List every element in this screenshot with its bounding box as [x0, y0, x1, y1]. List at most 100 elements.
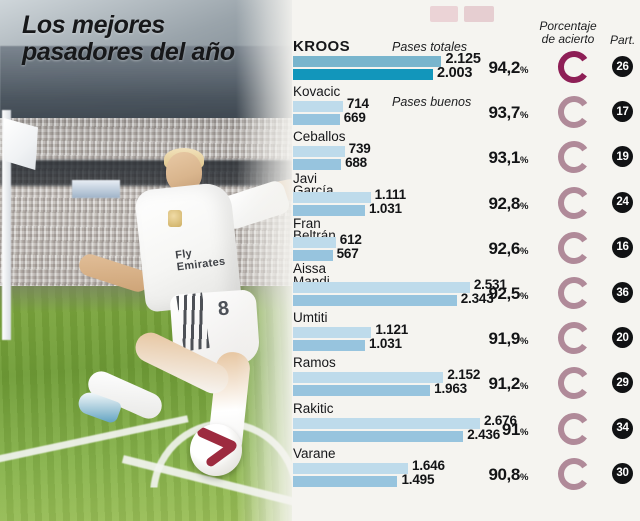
bar-pases-totales — [293, 417, 480, 429]
percent-acierto: 92,5% — [488, 284, 528, 304]
percent-symbol: % — [519, 426, 528, 438]
value-pases-buenos: 1.031 — [369, 336, 402, 352]
chart-row: Aissa Mandi 2.531 2.343 92,5% 36 — [288, 262, 640, 311]
percent-symbol: % — [519, 336, 528, 348]
value-pases-totales: 739 — [348, 141, 371, 157]
percent-acierto: 91,2% — [488, 374, 528, 394]
percent-acierto: 93,7% — [488, 103, 528, 123]
partidos-badge: 26 — [612, 56, 633, 77]
bar-pases-buenos — [293, 340, 366, 352]
percent-symbol: % — [519, 65, 528, 76]
chart-row: Varane 1.646 1.495 90,8% 30 — [288, 447, 640, 492]
percent-value: 94,2 — [488, 58, 520, 77]
percent-acierto: 92,8% — [488, 194, 528, 214]
percent-value: 91,9 — [488, 329, 520, 349]
partidos-badge: 19 — [612, 146, 633, 168]
column-header-part: Part. — [610, 33, 636, 47]
value-pases-totales: 1.646 — [412, 457, 445, 473]
value-pases-buenos: 669 — [343, 110, 366, 126]
player-name: Umtiti — [293, 310, 328, 326]
value-pases-buenos: 567 — [336, 245, 359, 261]
bar-pases-buenos — [293, 430, 464, 442]
donut-accuracy-icon — [556, 139, 592, 175]
photo-scoreboard — [72, 180, 120, 198]
percent-acierto: 92,6% — [488, 239, 528, 259]
player-name: KROOS — [293, 38, 351, 55]
percent-symbol: % — [519, 245, 528, 257]
value-pases-totales: 612 — [339, 231, 362, 247]
percent-value: 92,8 — [488, 193, 520, 213]
donut-accuracy-icon — [556, 456, 592, 492]
background-photo: Fly Emirates 8 — [0, 0, 292, 521]
donut-accuracy-icon — [556, 365, 592, 401]
bar-pases-buenos — [293, 385, 431, 397]
percent-acierto: 91,9% — [488, 329, 528, 349]
bar-pases-buenos — [293, 475, 398, 487]
photo-stand-band — [0, 160, 292, 186]
player-name: Ceballos — [293, 129, 346, 145]
percent-acierto: 93,1% — [488, 148, 528, 168]
percent-symbol: % — [519, 155, 528, 167]
photo-club-crest — [168, 210, 182, 227]
bar-pases-totales — [293, 146, 345, 158]
percent-symbol: % — [519, 381, 528, 393]
value-pases-buenos: 2.003 — [436, 65, 473, 81]
percent-value: 93,7 — [488, 103, 520, 123]
bar-pases-totales — [293, 56, 442, 67]
donut-accuracy-icon — [556, 320, 592, 356]
player-name: Ramos — [293, 355, 336, 371]
partidos-badge: 30 — [612, 462, 633, 484]
percent-symbol: % — [519, 471, 528, 483]
percent-value: 90,8 — [488, 464, 520, 484]
percent-acierto: 91% — [501, 419, 529, 440]
donut-accuracy-icon — [556, 185, 592, 221]
value-pases-totales: 1.111 — [374, 186, 406, 202]
column-header-pases-totales: Pases totales — [392, 40, 468, 54]
bar-pases-totales — [293, 462, 409, 474]
chart-panel: Pases totales Pases buenos Porcentaje de… — [288, 0, 640, 521]
percent-value: 92,5 — [488, 284, 520, 303]
partidos-badge: 16 — [612, 236, 633, 258]
partidos-badge: 20 — [612, 327, 633, 349]
bar-pases-buenos — [293, 295, 457, 306]
donut-accuracy-icon — [556, 49, 592, 85]
donut-accuracy-icon — [556, 94, 592, 130]
photo-shirt-number: 8 — [216, 297, 231, 321]
photo-football — [190, 424, 242, 476]
percent-acierto: 94,2% — [488, 58, 528, 78]
bar-pases-totales — [293, 372, 444, 384]
chart-row: Umtiti 1.121 1.031 91,9% 20 — [288, 311, 640, 356]
column-header-porcentaje: Porcentaje de acierto — [539, 19, 597, 46]
partidos-badge: 24 — [612, 191, 633, 213]
donut-accuracy-icon — [556, 230, 592, 266]
value-pases-totales: 2.531 — [473, 277, 507, 292]
value-pases-totales: 2.125 — [445, 51, 481, 67]
percent-value: 91 — [501, 419, 521, 439]
partidos-badge: 34 — [612, 417, 633, 439]
bar-pases-totales — [293, 282, 470, 293]
value-pases-totales: 2.152 — [447, 367, 481, 383]
donut-accuracy-icon — [556, 411, 592, 447]
bar-pases-totales — [293, 236, 336, 248]
bar-pases-buenos — [293, 69, 433, 80]
bar-pases-buenos — [293, 249, 333, 261]
donut-accuracy-icon — [556, 275, 592, 311]
partidos-badge: 29 — [612, 372, 633, 394]
value-pases-totales: 714 — [346, 96, 369, 112]
percent-symbol: % — [519, 200, 528, 212]
chart-row: Javi García 1.111 1.031 92,8% 24 — [288, 171, 640, 221]
photo-corner-flag-pole — [2, 110, 11, 340]
value-pases-totales: 1.121 — [375, 322, 409, 338]
value-pases-buenos: 1.495 — [401, 471, 435, 487]
partidos-badge: 17 — [612, 101, 633, 123]
value-pases-buenos: 2.436 — [467, 426, 501, 442]
masthead-logo — [430, 2, 500, 24]
chart-row: Ceballos 739 688 93,1% 19 — [288, 130, 640, 175]
column-header-pases-buenos: Pases buenos — [392, 95, 472, 109]
page-title: Los mejores pasadores del año — [22, 11, 235, 66]
player-name: Varane — [293, 445, 336, 461]
percent-acierto: 90,8% — [488, 465, 528, 485]
percent-value: 93,1 — [488, 148, 520, 168]
bar-pases-buenos — [293, 204, 366, 216]
